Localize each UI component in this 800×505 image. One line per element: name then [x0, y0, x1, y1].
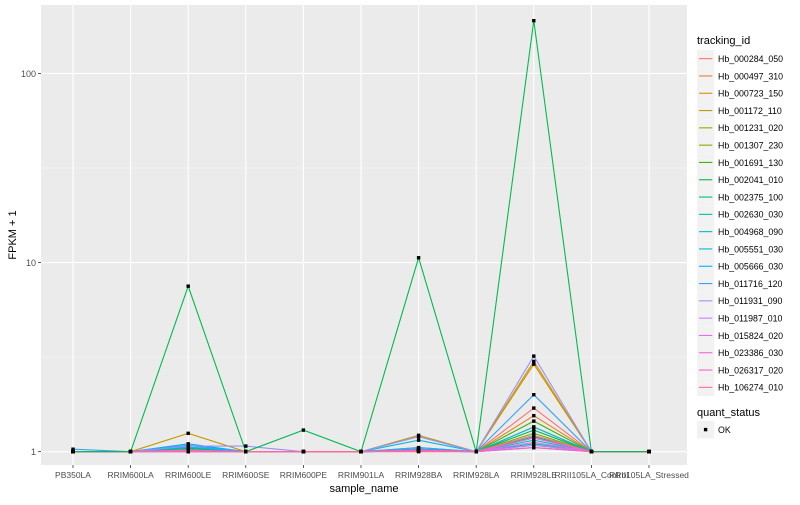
data-point [532, 428, 536, 432]
legend-label: Hb_000284_050 [718, 54, 783, 64]
data-points [71, 18, 651, 454]
data-point [416, 438, 421, 442]
legend-label: Hb_004968_090 [718, 227, 783, 237]
data-point [186, 431, 190, 436]
x-tick-label: RRIM928LA [453, 470, 500, 480]
data-point [532, 436, 536, 440]
x-tick-label: RRIM928BA [395, 470, 443, 480]
quant-status-legend-title: quant_status [697, 407, 760, 419]
x-tick-label: RRIM600LA [107, 470, 154, 480]
data-point [532, 359, 536, 364]
data-point [532, 413, 536, 418]
data-point [532, 433, 536, 438]
x-tick-label: RRIM600LE [165, 470, 212, 480]
y-axis: 1 10 100 [21, 69, 41, 457]
legend-label: Hb_106274_010 [718, 383, 783, 393]
y-axis-title: FPKM + 1 [7, 210, 19, 259]
data-point [532, 425, 536, 429]
legend-label: Hb_023386_030 [718, 348, 783, 358]
shape-legend-marker [703, 427, 708, 432]
data-point [416, 434, 421, 439]
data-point [532, 445, 536, 450]
y-tick-label: 100 [21, 69, 36, 79]
legend-label: Hb_001307_230 [718, 141, 783, 151]
data-point [301, 428, 306, 432]
x-tick-label: RRII105LA_Control [555, 470, 629, 480]
data-point [244, 444, 248, 448]
x-tick-label: RRIM928LE [511, 470, 558, 480]
legend-label: Hb_005666_030 [718, 262, 783, 272]
data-point [532, 406, 536, 410]
shape-legend-label: OK [718, 425, 731, 435]
data-point [474, 449, 478, 454]
data-point [589, 449, 594, 454]
data-point [301, 449, 306, 454]
legend-label: Hb_011716_120 [718, 279, 783, 289]
data-point [532, 354, 536, 358]
data-point [71, 449, 75, 454]
legend: tracking_id Hb_000284_050 Hb_000497_310 Hb… [697, 35, 783, 396]
legend-label: Hb_000723_150 [718, 89, 783, 99]
legend-label: Hb_015824_020 [718, 331, 783, 341]
data-point [186, 449, 190, 454]
data-point [128, 449, 133, 454]
legend-label: Hb_001172_110 [718, 106, 782, 116]
y-tick-label: 1 [31, 447, 36, 457]
data-point [532, 443, 536, 448]
x-tick-label: PB350LA [55, 470, 91, 480]
data-point [532, 438, 536, 442]
quant-status-legend: quant_status OK [697, 407, 760, 439]
data-point [532, 18, 536, 23]
legend-label: Hb_005551_030 [718, 244, 783, 254]
legend-label: Hb_002375_100 [718, 192, 783, 202]
legend-label: Hb_026317_020 [718, 365, 783, 375]
data-point [186, 284, 190, 288]
x-tick-label: RRIM600PE [280, 470, 328, 480]
legend-label: Hb_000497_310 [718, 71, 783, 81]
x-axis: PB350LA RRIM600LA RRIM600LE RRIM600SE RRIM60… [55, 465, 689, 480]
data-point [186, 444, 190, 448]
x-axis-title: sample_name [329, 483, 398, 495]
data-point [532, 419, 536, 423]
data-point [416, 445, 421, 450]
data-point [416, 449, 421, 454]
x-tick-label: RRIM901LA [338, 470, 385, 480]
data-point [532, 393, 536, 397]
data-point [647, 449, 651, 454]
legend-label: Hb_001691_130 [718, 158, 783, 168]
legend-title: tracking_id [697, 35, 750, 47]
x-tick-label: RRII105LA_Stressed [609, 470, 689, 480]
legend-label: Hb_002630_030 [718, 210, 783, 220]
plot-panel [41, 5, 687, 465]
data-point [532, 440, 536, 445]
legend-label: Hb_011931_090 [718, 296, 783, 306]
data-point [244, 449, 248, 454]
legend-label: Hb_001231_020 [718, 123, 783, 133]
legend-label: Hb_011987_010 [718, 314, 783, 324]
x-tick-label: RRIM600SE [222, 470, 270, 480]
data-point [416, 256, 421, 260]
y-tick-label: 10 [26, 258, 36, 268]
data-point [532, 362, 536, 366]
data-point [359, 449, 363, 454]
data-point [71, 447, 75, 451]
legend-label: Hb_002041_010 [718, 175, 783, 185]
data-point [532, 431, 536, 436]
